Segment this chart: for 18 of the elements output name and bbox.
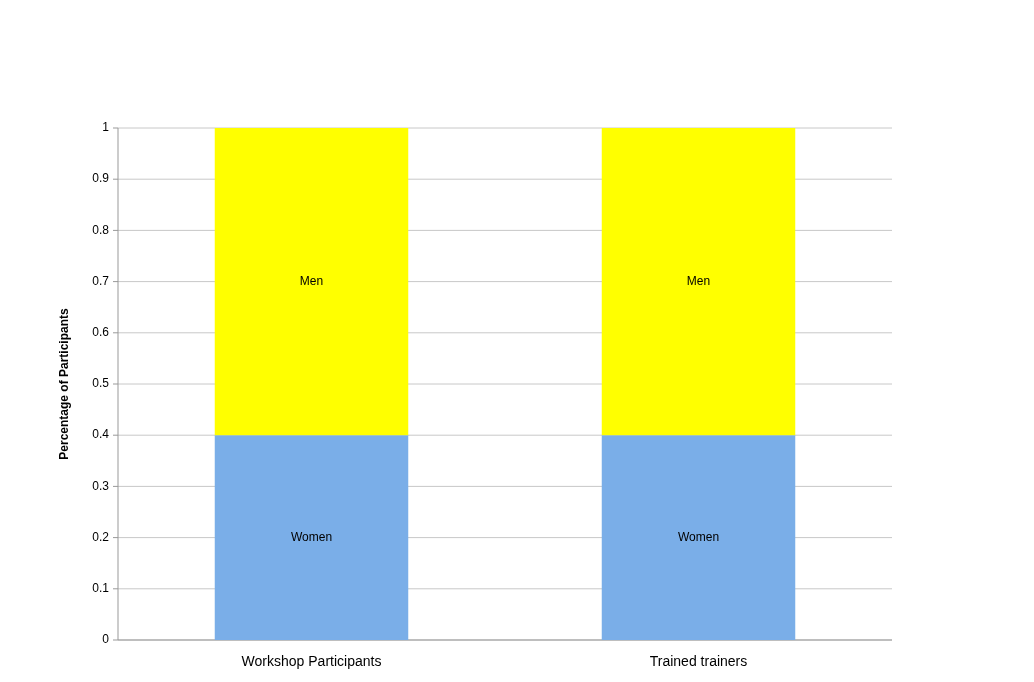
y-tick-label: 1 (102, 120, 110, 135)
y-tick-label: 0.3 (92, 478, 110, 493)
series-label: Men (299, 273, 324, 288)
y-axis-title: Percentage of Participants (57, 307, 71, 460)
text: Men (686, 273, 711, 288)
text: Women (290, 529, 333, 544)
x-tick-label: Workshop Participants (241, 653, 382, 669)
y-tick-label: 0.5 (92, 376, 110, 391)
y-tick-label: 0.2 (92, 529, 110, 544)
y-tick-label: 0.1 (92, 580, 110, 595)
series-label: Women (677, 529, 720, 544)
y-tick-label: 0.4 (92, 427, 110, 442)
y-tick-label: 0.6 (92, 324, 110, 339)
y-tick-label: 0.9 (92, 171, 110, 186)
y-tick-label: 0 (102, 632, 110, 647)
y-tick-label: 0.7 (92, 273, 110, 288)
y-tick-label: 0.8 (92, 222, 110, 237)
x-tick-label: Trained trainers (649, 653, 748, 669)
